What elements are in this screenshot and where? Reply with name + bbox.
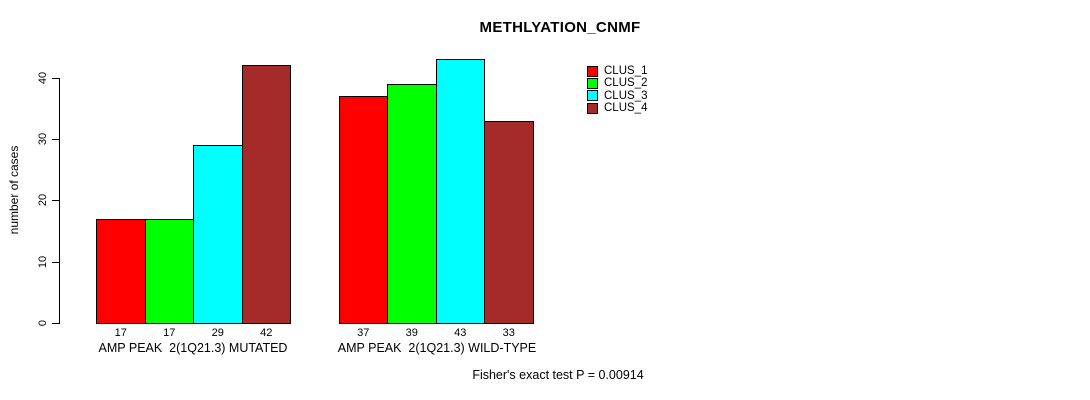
y-tick xyxy=(52,261,59,263)
bar-clus_4-group1 xyxy=(241,65,291,324)
legend-label: CLUS_1 xyxy=(604,65,648,78)
bar-clus_4-group2 xyxy=(484,120,534,324)
y-tick xyxy=(52,200,59,202)
group-label-mutated: AMP PEAK 2(1Q21.3) MUTATED xyxy=(98,341,288,355)
legend-swatch-clus_1 xyxy=(587,65,598,77)
legend: CLUS_1 CLUS_2 CLUS_3 CLUS_4 xyxy=(587,65,647,114)
legend-label: CLUS_3 xyxy=(604,89,648,102)
bar-value-label: 43 xyxy=(454,327,467,339)
legend-swatch-clus_2 xyxy=(587,77,598,89)
legend-item-clus_2: CLUS_2 xyxy=(587,77,647,89)
bar-value-label: 17 xyxy=(163,327,176,339)
bar-value-label: 42 xyxy=(260,327,273,339)
legend-item-clus_3: CLUS_3 xyxy=(587,90,647,102)
group-label-wild-type: AMP PEAK 2(1Q21.3) WILD-TYPE xyxy=(337,341,537,355)
y-tick xyxy=(52,77,59,79)
bar-clus_3-group2 xyxy=(435,59,485,324)
y-tick xyxy=(52,323,59,324)
bar-value-label: 29 xyxy=(211,327,224,339)
bar-clus_1-group2 xyxy=(338,96,388,324)
legend-swatch-clus_4 xyxy=(587,102,598,114)
chart-title: METHLYATION_CNMF xyxy=(479,19,641,36)
bar-value-label: 17 xyxy=(114,327,127,339)
bar-clus_1-group1 xyxy=(96,218,146,324)
y-tick xyxy=(52,139,59,140)
bar-value-label: 39 xyxy=(405,327,418,339)
bar-clus_3-group1 xyxy=(193,145,243,324)
bar-value-label: 37 xyxy=(357,327,370,339)
y-tick-label: 10 xyxy=(37,255,49,268)
y-tick-label: 30 xyxy=(37,132,49,146)
legend-swatch-clus_3 xyxy=(587,90,598,102)
y-tick-label: 20 xyxy=(37,194,49,207)
legend-label: CLUS_4 xyxy=(604,102,648,115)
fisher-test-annotation: Fisher's exact test P = 0.00914 xyxy=(472,368,644,382)
bar-value-label: 33 xyxy=(502,327,515,339)
y-tick-label: 0 xyxy=(37,319,49,327)
legend-item-clus_4: CLUS_4 xyxy=(587,102,647,114)
bar-clus_2-group2 xyxy=(387,83,437,324)
legend-label: CLUS_2 xyxy=(604,77,648,90)
y-tick-label: 40 xyxy=(37,71,49,84)
y-axis-label: number of cases xyxy=(7,145,21,235)
legend-item-clus_1: CLUS_1 xyxy=(587,65,647,77)
bar-clus_2-group1 xyxy=(144,218,194,324)
y-axis-line xyxy=(59,77,60,324)
